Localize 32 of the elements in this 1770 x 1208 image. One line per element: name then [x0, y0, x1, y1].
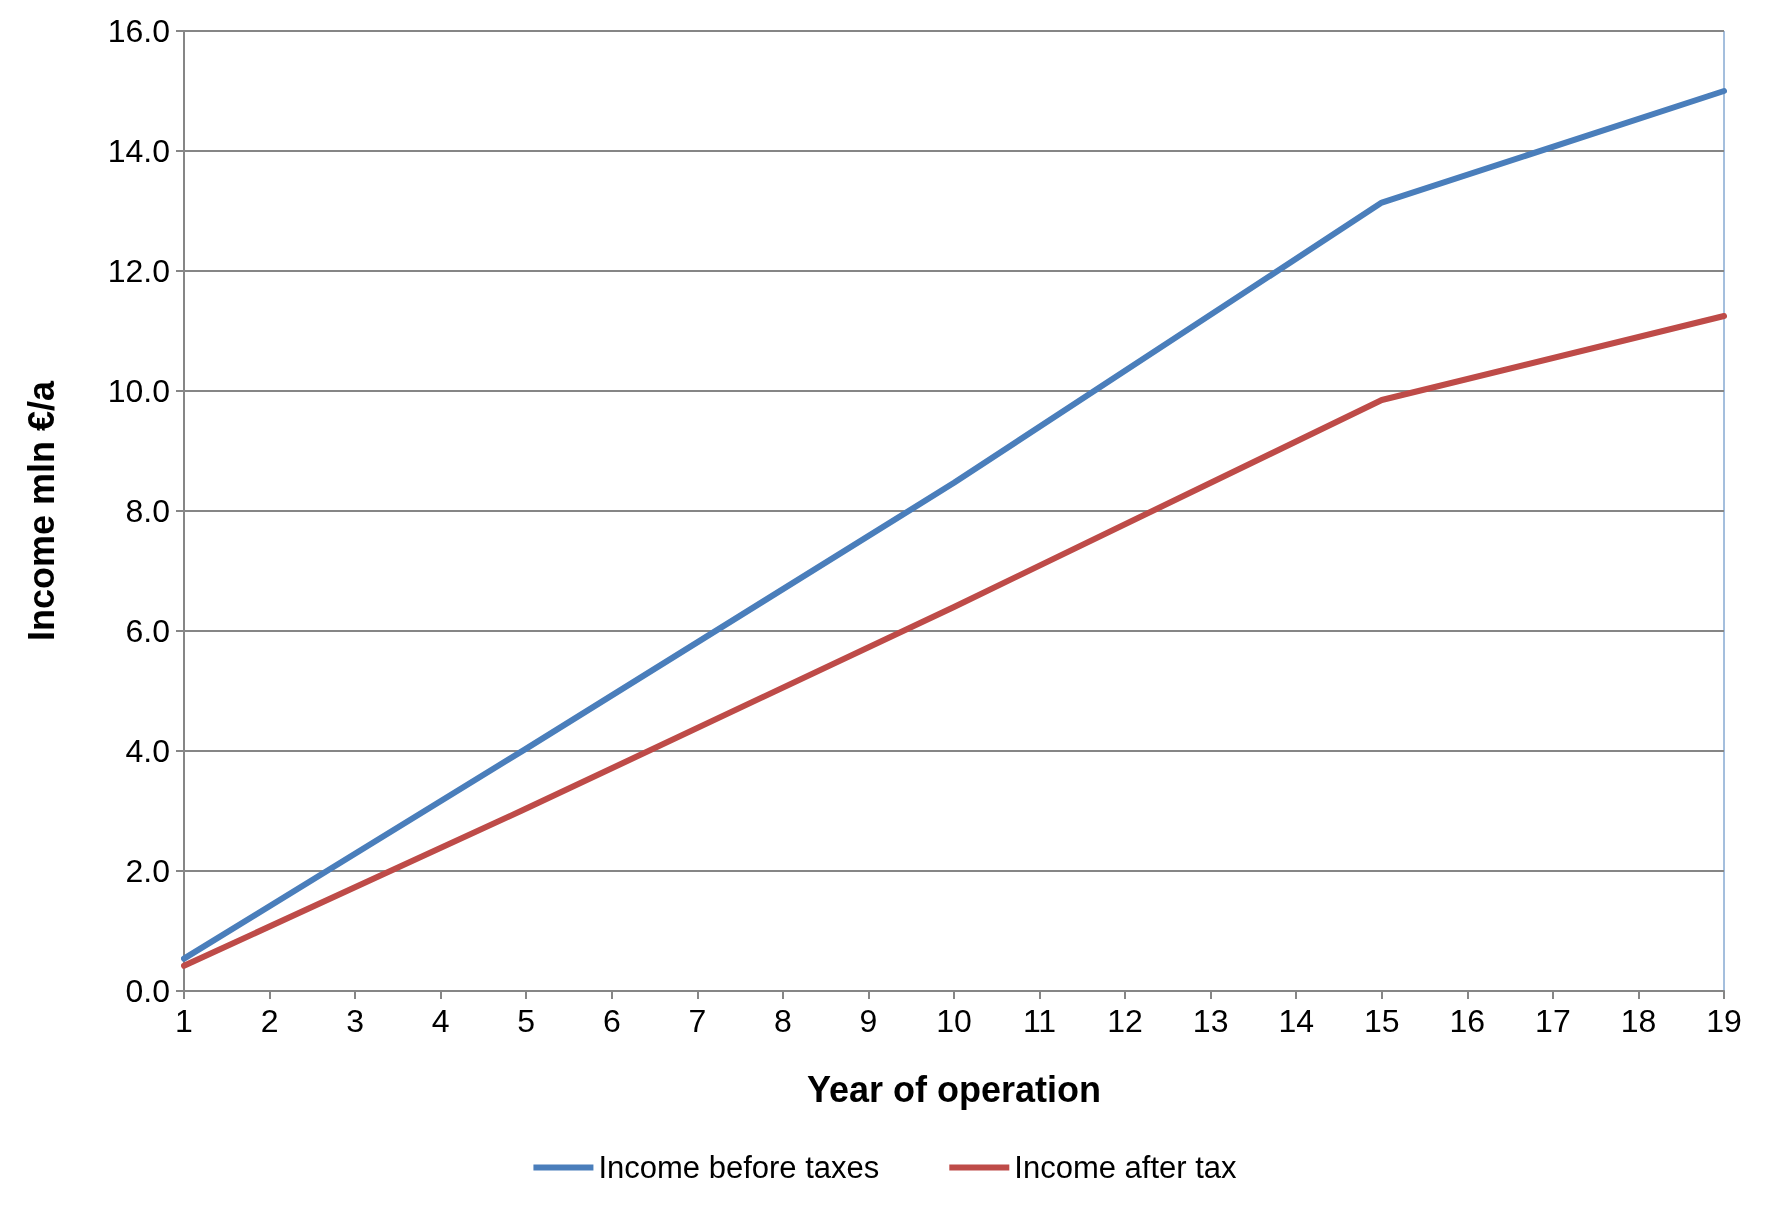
y-axis-title: Income mln €/a — [20, 379, 62, 642]
x-tick-label: 10 — [936, 1003, 972, 1039]
y-tick-label: 6.0 — [125, 613, 170, 649]
y-tick-label: 2.0 — [125, 853, 170, 889]
x-tick-label: 16 — [1449, 1003, 1486, 1039]
x-tick-label: 11 — [1022, 1003, 1057, 1039]
x-tick-label: 18 — [1620, 1003, 1657, 1039]
x-tick-label: 14 — [1278, 1003, 1315, 1039]
x-tick-label: 19 — [1706, 1003, 1742, 1039]
y-tick-label: 4.0 — [125, 733, 170, 769]
x-tick-label: 2 — [260, 1003, 279, 1039]
legend-label: Income after tax — [1014, 1150, 1238, 1185]
y-tick-label: 8.0 — [125, 493, 170, 529]
y-tick-label: 0.0 — [125, 973, 170, 1009]
y-tick-label: 14.0 — [107, 133, 170, 169]
x-tick-label: 12 — [1107, 1003, 1143, 1039]
x-tick-label: 3 — [346, 1003, 365, 1039]
x-tick-label: 6 — [602, 1003, 621, 1039]
x-tick-label: 4 — [431, 1003, 450, 1039]
y-tick-label: 16.0 — [107, 13, 170, 49]
legend-label: Income before taxes — [598, 1150, 880, 1185]
x-tick-label: 9 — [859, 1003, 878, 1039]
x-tick-label: 8 — [773, 1003, 792, 1039]
x-tick-label: 5 — [517, 1003, 536, 1039]
y-tick-label: 12.0 — [107, 253, 170, 289]
x-tick-label: 17 — [1535, 1003, 1571, 1039]
x-tick-label: 7 — [688, 1003, 707, 1039]
x-tick-label: 13 — [1192, 1003, 1229, 1039]
x-tick-label: 1 — [175, 1003, 193, 1039]
x-axis-title: Year of operation — [806, 1068, 1102, 1110]
y-tick-label: 10.0 — [107, 373, 170, 409]
x-tick-label: 15 — [1363, 1003, 1400, 1039]
